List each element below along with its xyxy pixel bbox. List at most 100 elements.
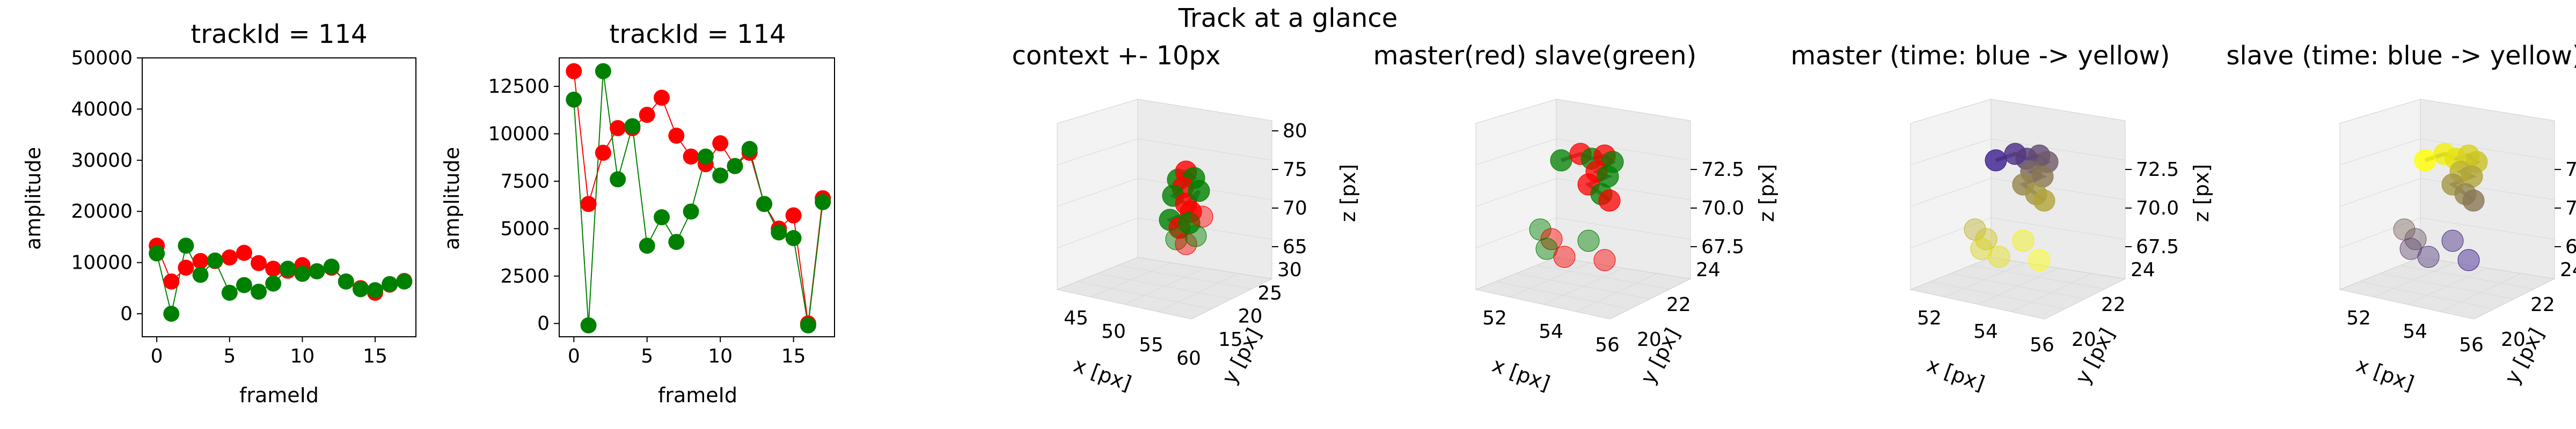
grid-line [1536, 265, 1671, 290]
z-tick-label: 72.5 [1701, 159, 1744, 181]
x-tick-label: 54 [2403, 321, 2427, 343]
data-point [382, 276, 398, 292]
z-tick-label: 67.5 [2565, 236, 2576, 258]
z-tick-label: 70 [1283, 197, 1307, 219]
z-axis-label: z [px] [1336, 164, 1360, 222]
x-tick-label: 60 [1176, 347, 1201, 369]
grid-line [1910, 138, 1992, 165]
grid-line [2011, 273, 2092, 312]
data-point [265, 275, 282, 292]
master-time-plot-title: master (time: blue -> yellow) [1791, 41, 2170, 71]
data-point [668, 234, 685, 250]
z-axis-label: z [px] [1755, 164, 1779, 222]
z-tick-label: 70.0 [2136, 197, 2179, 219]
data-point [712, 135, 729, 152]
data-point-3d [1550, 149, 1572, 172]
grid-line [1990, 138, 2126, 161]
data-point [595, 144, 611, 161]
x-tick-label: 54 [1539, 321, 1563, 343]
data-point [580, 317, 597, 334]
y-tick-label: 20 [2501, 329, 2526, 351]
3d-context-plot: context +- 10px 65 70 75 80 z [px] 45 50 55 60 x … [1012, 41, 1360, 395]
pane-floor [1056, 257, 1273, 320]
x-tick-label: 54 [1973, 321, 1998, 343]
y-tick-label: 2500 [500, 265, 550, 287]
data-point [352, 281, 369, 298]
grid-line [1990, 217, 2126, 240]
y-tick-label: 12500 [488, 76, 550, 98]
data-point [251, 284, 267, 300]
grid-line [2339, 178, 2421, 207]
grid-line [1556, 138, 1691, 161]
x-axis-label: x [px] [1071, 353, 1135, 395]
data-point-3d [1188, 180, 1210, 202]
grid-line [1977, 268, 2059, 305]
data-point [800, 317, 816, 334]
y-tick-label: 24 [1696, 259, 1721, 281]
y-tick-label: 20 [1238, 306, 1263, 328]
grid-line [1910, 178, 1992, 207]
z-axis-label: z [px] [2190, 164, 2213, 222]
data-point [654, 209, 670, 226]
data-point [396, 273, 413, 290]
z-tick-label: 72.5 [2136, 159, 2179, 181]
x-tick-label: 0 [151, 345, 163, 367]
data-point [163, 273, 180, 290]
data-point [668, 128, 685, 144]
data-point [771, 224, 787, 241]
data-point-3d [1988, 246, 2010, 268]
data-point-3d [2417, 246, 2440, 268]
x-tick-label: 56 [1595, 334, 1620, 356]
data-point-3d [1598, 189, 1621, 212]
data-point [265, 261, 282, 277]
grid-line [1971, 265, 2105, 290]
data-point-3d [2457, 249, 2480, 271]
y-tick-label: 0 [537, 313, 550, 335]
y-tick-label: 22 [1666, 294, 1691, 316]
z-tick-label: 67.5 [1701, 236, 1744, 258]
y-tick-label: 25 [1257, 282, 1282, 304]
plot-frame [142, 57, 416, 337]
x-tick-label: 10 [708, 345, 733, 367]
x-tick-label: 10 [290, 345, 314, 367]
plot-2-ylabel: amplitude [440, 147, 464, 250]
amplitude-plot-2: trackId = 114 frameId amplitude 0 5 10 15 0 2… [440, 19, 835, 407]
y-tick-label: 30 [1277, 259, 1302, 281]
data-point [192, 267, 209, 283]
y-tick-label: 5000 [500, 218, 550, 240]
x-tick-label: 15 [781, 345, 806, 367]
y-tick-label: 22 [2530, 294, 2555, 316]
3d-master-time-plot: master (time: blue -> yellow) 67.5 70.0 72… [1791, 41, 2213, 395]
data-point [697, 148, 714, 165]
x-tick-label: 52 [1482, 307, 1507, 329]
y-tick-label: 24 [2131, 259, 2155, 281]
data-point [595, 63, 611, 79]
context-plot-title: context +- 10px [1012, 41, 1221, 71]
y-tick-label: 10000 [71, 252, 133, 274]
data-point [163, 306, 180, 322]
data-point [785, 207, 802, 224]
series-line [573, 71, 824, 324]
x-tick-label: 5 [223, 345, 236, 367]
z-tick-label: 67.5 [2136, 236, 2179, 258]
z-tick-label: 70.0 [1701, 197, 1744, 219]
y-tick-label: 20 [2072, 329, 2096, 351]
y-tick-label: 15 [1218, 329, 1243, 351]
data-point-3d [2441, 230, 2464, 252]
pane-left [1475, 99, 1557, 290]
grid-line [1475, 178, 1557, 207]
data-point-3d [1191, 205, 1213, 228]
x-tick-label: 15 [363, 345, 387, 367]
grid-line [1158, 273, 1239, 312]
data-point [149, 245, 165, 262]
pane-floor [1475, 257, 1692, 320]
grid-line [2400, 265, 2535, 290]
amplitude-plot-1: trackId = 114 frameId amplitude 0 5 10 15 0 1… [21, 19, 416, 407]
3d-slave-time-plot: slave (time: blue -> yellow) 67.5 70.0 72.… [2226, 41, 2576, 395]
y-tick-label: 22 [2101, 294, 2126, 316]
z-tick-label: 70.0 [2565, 197, 2576, 219]
plot-1-title: trackId = 114 [191, 19, 367, 49]
data-point-3d [1985, 149, 2007, 172]
grid-line [1910, 217, 1992, 248]
